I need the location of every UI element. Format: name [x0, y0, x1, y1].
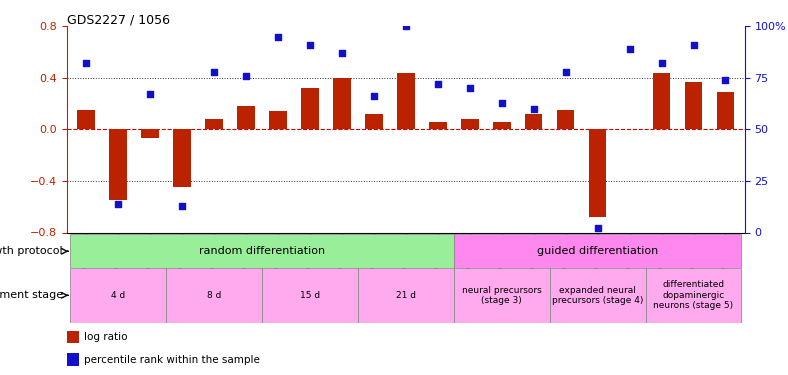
Bar: [645, 268, 742, 322]
Text: neural precursors
(stage 3): neural precursors (stage 3): [462, 286, 541, 305]
Bar: [461, 119, 478, 129]
Point: [303, 42, 316, 48]
Point: [432, 81, 444, 87]
Bar: [67, 331, 79, 344]
Bar: [493, 122, 511, 129]
Point: [687, 42, 700, 48]
Bar: [67, 353, 79, 366]
Text: expanded neural
precursors (stage 4): expanded neural precursors (stage 4): [552, 286, 643, 305]
Point: [656, 60, 668, 66]
Text: growth protocol: growth protocol: [0, 246, 63, 256]
Point: [176, 202, 188, 208]
Text: 4 d: 4 d: [111, 291, 125, 300]
Point: [143, 92, 156, 98]
Text: 8 d: 8 d: [206, 291, 221, 300]
Bar: [173, 129, 191, 188]
Bar: [333, 78, 351, 129]
Bar: [166, 268, 262, 322]
Text: 21 d: 21 d: [396, 291, 416, 300]
Bar: [550, 268, 645, 322]
Bar: [358, 268, 454, 322]
Point: [400, 23, 412, 29]
Text: differentiated
dopaminergic
neurons (stage 5): differentiated dopaminergic neurons (sta…: [653, 280, 734, 310]
Bar: [397, 73, 414, 129]
Bar: [685, 82, 702, 129]
Text: random differentiation: random differentiation: [199, 246, 325, 256]
Text: percentile rank within the sample: percentile rank within the sample: [84, 354, 260, 364]
Point: [112, 201, 125, 207]
Point: [80, 60, 92, 66]
Bar: [589, 129, 607, 217]
Point: [367, 93, 380, 99]
Point: [527, 106, 540, 112]
Text: 15 d: 15 d: [300, 291, 320, 300]
Bar: [269, 111, 287, 129]
Bar: [429, 122, 447, 129]
Bar: [205, 119, 223, 129]
Bar: [70, 234, 454, 268]
Point: [559, 69, 572, 75]
Point: [463, 85, 476, 91]
Bar: [652, 73, 671, 129]
Bar: [525, 114, 542, 129]
Bar: [237, 106, 255, 129]
Text: GDS2227 / 1056: GDS2227 / 1056: [67, 13, 170, 26]
Point: [719, 77, 732, 83]
Bar: [77, 110, 95, 129]
Bar: [301, 88, 318, 129]
Point: [623, 46, 636, 52]
Text: guided differentiation: guided differentiation: [537, 246, 658, 256]
Bar: [454, 234, 742, 268]
Bar: [365, 114, 383, 129]
Point: [240, 73, 252, 79]
Point: [496, 100, 508, 106]
Bar: [557, 110, 574, 129]
Bar: [262, 268, 358, 322]
Bar: [717, 92, 734, 129]
Text: development stage: development stage: [0, 290, 63, 300]
Bar: [141, 129, 159, 138]
Bar: [70, 268, 166, 322]
Point: [208, 69, 221, 75]
Point: [272, 34, 284, 40]
Bar: [454, 268, 550, 322]
Bar: [110, 129, 127, 200]
Text: log ratio: log ratio: [84, 332, 128, 342]
Point: [336, 50, 348, 56]
Point: [591, 225, 604, 231]
